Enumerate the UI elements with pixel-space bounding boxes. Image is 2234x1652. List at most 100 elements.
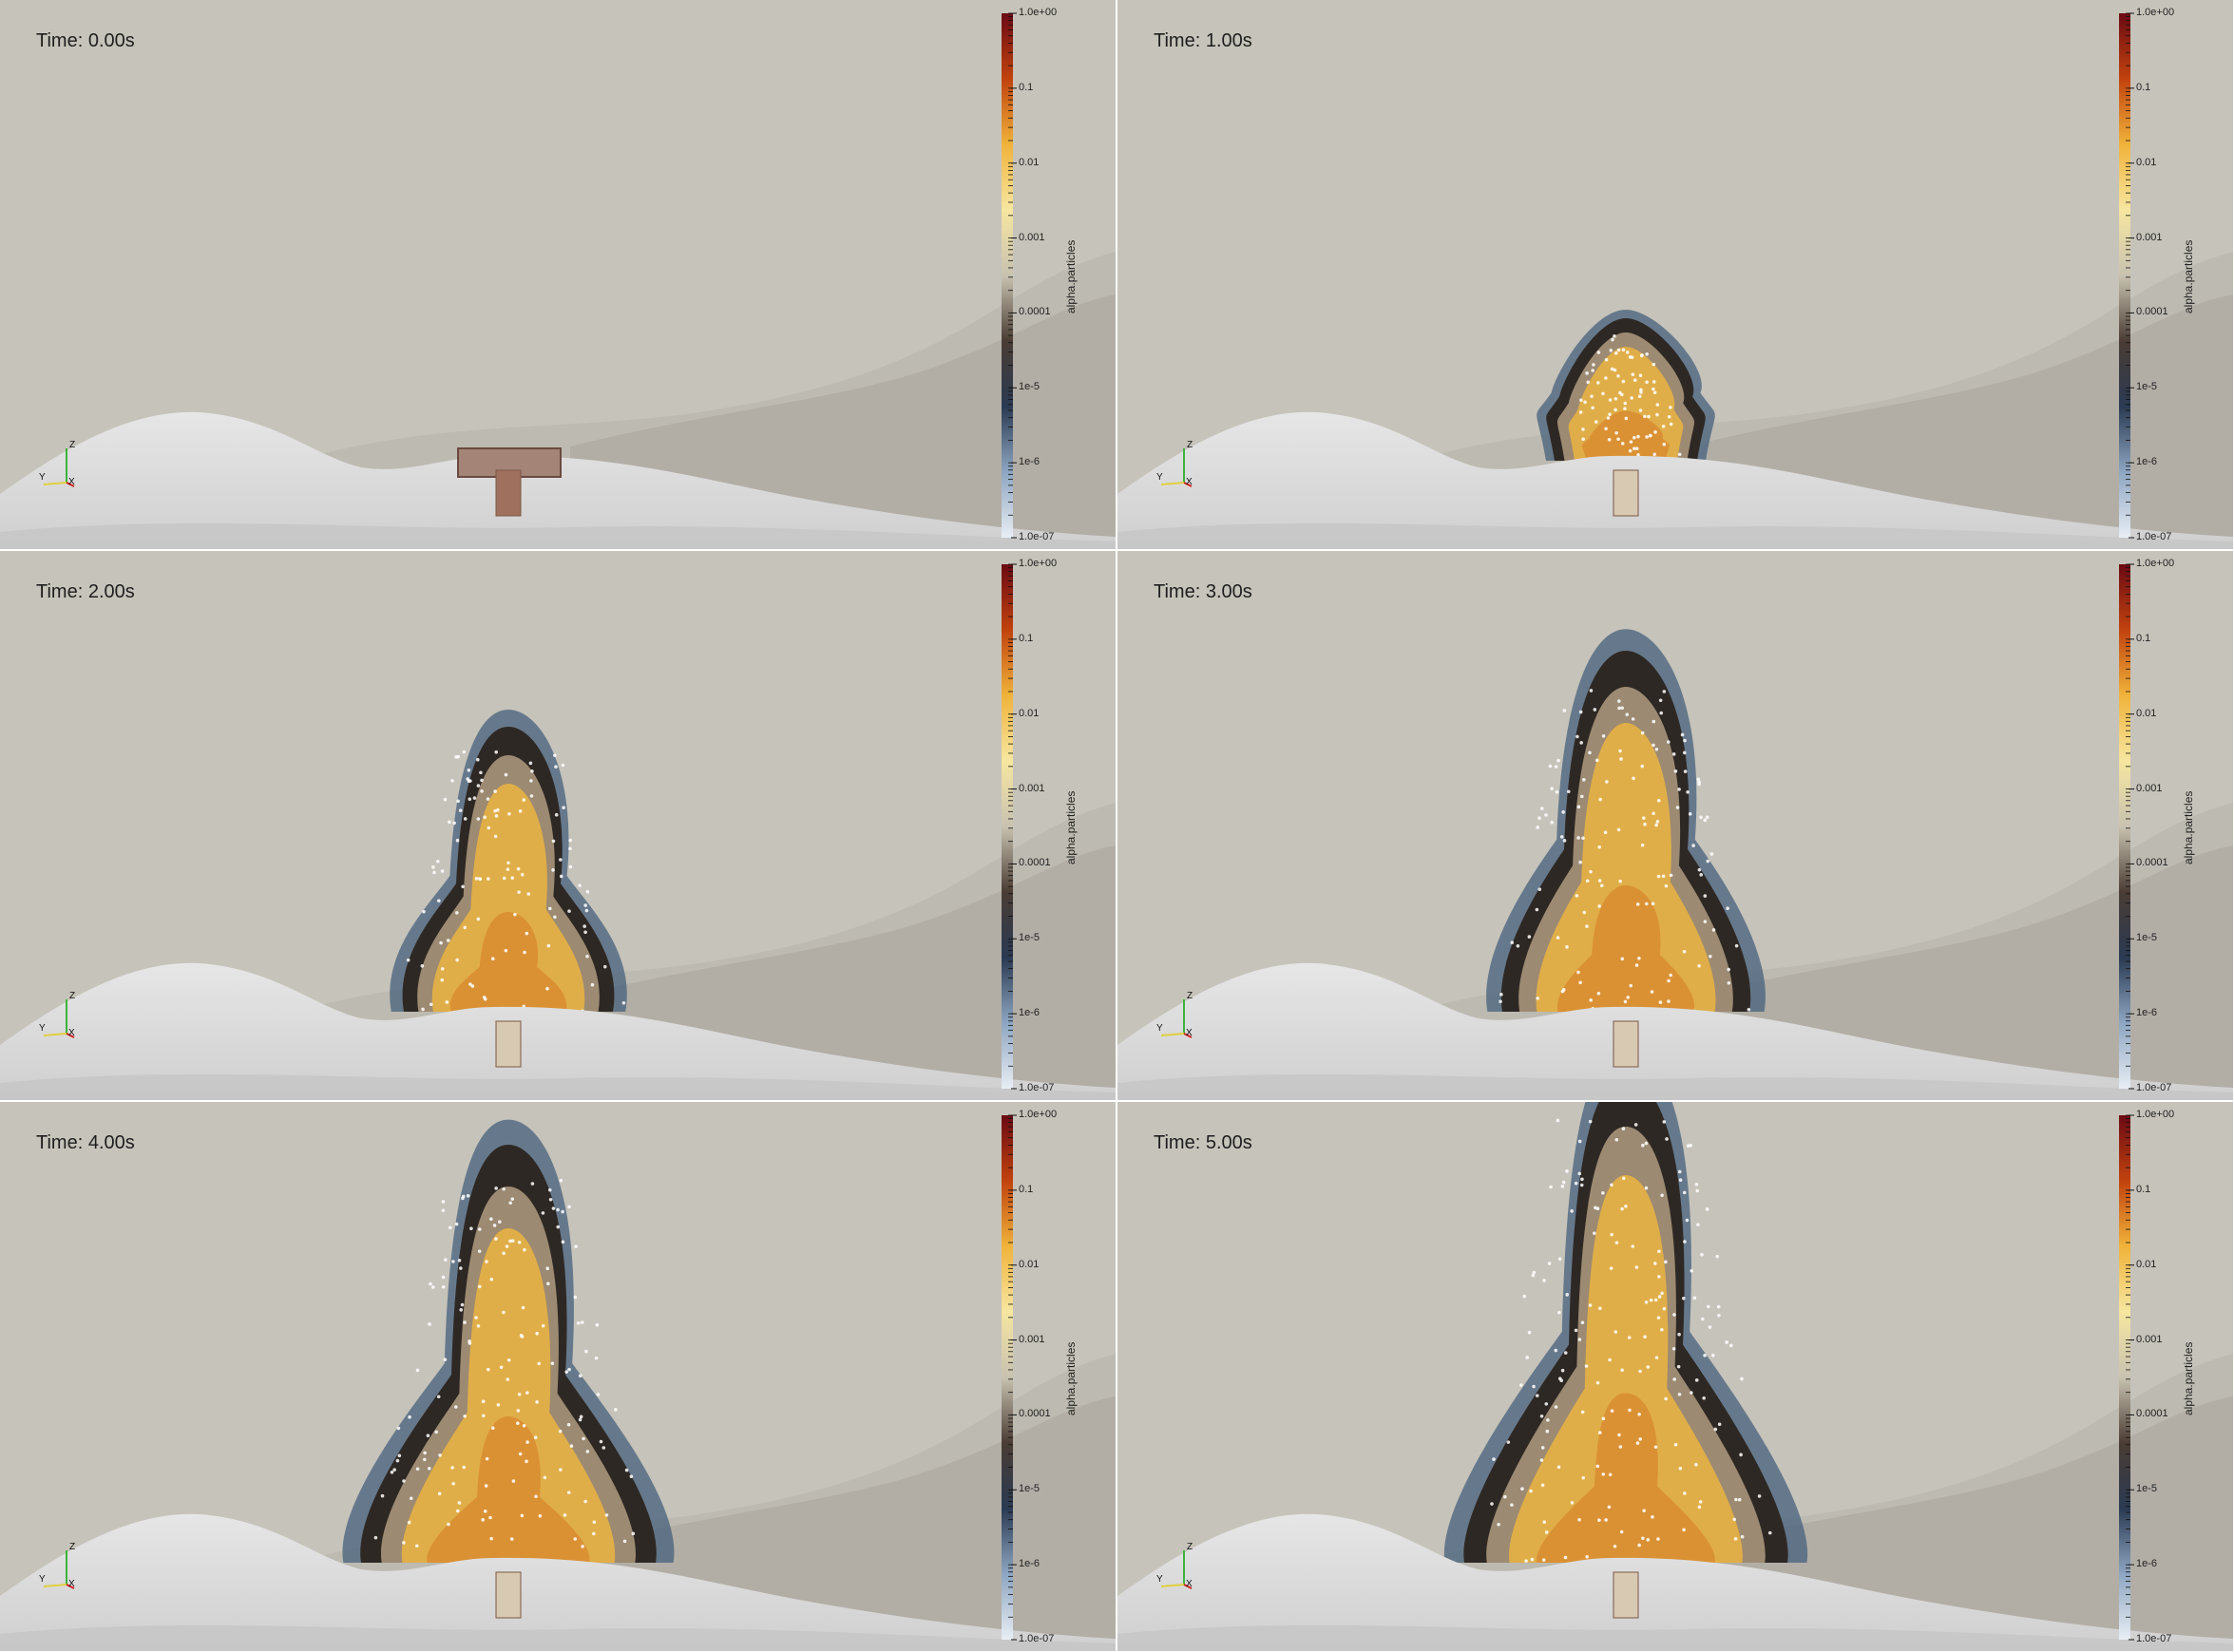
time-label: Time: 1.00s [1154, 30, 1252, 51]
colorbar-tick-label: 0.001 [2136, 1333, 2163, 1345]
time-label: Time: 3.00s [1154, 581, 1252, 602]
colorbar-tick-label: 1.0e+00 [2136, 1109, 2175, 1120]
axis-z-label: Z [1187, 991, 1193, 1001]
colorbar-title: alpha.particles [2182, 1341, 2195, 1415]
time-label: Time: 4.00s [36, 1132, 135, 1153]
colorbar-tick-label: 1e-6 [2136, 456, 2158, 468]
colorbar-tick-label: 0.1 [1019, 81, 1034, 93]
scene-render [1117, 12, 2233, 549]
colorbar-tick-label: 0.01 [1019, 707, 1040, 719]
colorbar-tick-label: 1e-6 [2136, 1558, 2158, 1570]
colorbar-tick-label: 0.001 [1019, 782, 1045, 794]
colorbar-tick-label: 1.0e+00 [1019, 558, 1058, 569]
axis-z-label: Z [69, 440, 76, 450]
vent-source [1613, 1571, 1639, 1619]
time-label: Time: 0.00s [36, 30, 135, 51]
colorbar-tick-label: 0.1 [1019, 1183, 1034, 1195]
vent-source [1613, 1020, 1639, 1068]
colorbar-title: alpha.particles [2182, 239, 2195, 313]
terrain [1117, 962, 2233, 1100]
colorbar-tick-label: 1e-6 [1019, 1558, 1041, 1570]
axis-x-label: X [1186, 1579, 1193, 1589]
colorbar-title: alpha.particles [1064, 1341, 1078, 1415]
colorbar-tick-label: 0.0001 [2136, 1408, 2168, 1420]
colorbar-tick-label: 0.0001 [1019, 306, 1051, 318]
vent-source [495, 1571, 522, 1619]
colorbar [2119, 13, 2130, 538]
axis-y-label: Y [1156, 1574, 1163, 1585]
terrain [0, 411, 1116, 549]
colorbar-tick-label: 0.0001 [2136, 857, 2168, 869]
colorbar-tick-label: 0.1 [2136, 632, 2151, 644]
axis-x-label: X [68, 1579, 75, 1589]
colorbar-tick-label: 0.1 [1019, 632, 1034, 644]
vent-source [495, 1020, 522, 1068]
colorbar-tick-label: 1e-5 [1019, 381, 1041, 393]
axis-y-label: Y [1156, 472, 1163, 483]
axes-triad [1160, 1550, 1193, 1589]
ash-plume [390, 710, 627, 1014]
colorbar-tick-label: 0.001 [2136, 782, 2163, 794]
time-label: Time: 2.00s [36, 581, 135, 602]
colorbar-title: alpha.particles [1064, 239, 1078, 313]
colorbar-tick-label: 1e-6 [2136, 1007, 2158, 1019]
simulation-panel: Z Y X 1.0e+00 0.1 0.01 0.001 0.0001 1e-5 1e-6 1.0e… [1117, 0, 2233, 549]
colorbar [1002, 564, 1013, 1089]
terrain [1117, 411, 2233, 549]
colorbar-tick-label: 1.0e+00 [2136, 558, 2175, 569]
axis-x-label: X [1186, 477, 1193, 487]
axes-triad [43, 448, 75, 487]
terrain [0, 962, 1116, 1100]
ash-plume [1486, 629, 1766, 1014]
simulation-panel: Z Y X 1.0e+00 0.1 0.01 0.001 0.0001 1e-5 1e-6 1.0e… [1117, 551, 2233, 1100]
simulation-panel: Z Y X 1.0e+00 0.1 0.01 0.001 0.0001 1e-5 1e-6 1.0e… [0, 1102, 1116, 1651]
axes-triad [1160, 448, 1193, 487]
colorbar-tick-label: 0.0001 [1019, 857, 1051, 869]
scene-render [0, 12, 1116, 549]
colorbar-tick-label: 0.01 [1019, 156, 1040, 168]
colorbar-tick-label: 0.001 [1019, 231, 1045, 243]
colorbar-tick-label: 0.001 [2136, 231, 2163, 243]
colorbar-tick-label: 1e-5 [1019, 932, 1041, 944]
colorbar-tick-label: 1e-5 [2136, 932, 2158, 944]
ash-plume [1537, 310, 1715, 462]
axis-z-label: Z [1187, 1542, 1193, 1552]
colorbar-tick-label: 0.0001 [1019, 1408, 1051, 1420]
vent-source [1613, 469, 1639, 517]
colorbar-tick-label: 0.1 [2136, 1183, 2151, 1195]
colorbar-tick-label: 1.0e-07 [1019, 531, 1055, 542]
axis-x-label: X [68, 1028, 75, 1038]
colorbar-tick-label: 0.01 [1019, 1258, 1040, 1270]
colorbar-tick-label: 0.01 [2136, 707, 2157, 719]
colorbar-tick-label: 1e-5 [1019, 1483, 1041, 1495]
axes-triad [43, 1550, 75, 1589]
colorbar-title: alpha.particles [2182, 790, 2195, 864]
colorbar-tick-label: 1.0e+00 [2136, 7, 2175, 18]
simulation-panel: Z Y X 1.0e+00 0.1 0.01 0.001 0.0001 1e-5 1e-6 1.0e… [0, 0, 1116, 549]
axis-y-label: Y [1156, 1023, 1163, 1034]
colorbar-tick-label: 1e-5 [2136, 381, 2158, 393]
vent-source [457, 447, 562, 517]
colorbar [2119, 564, 2130, 1089]
colorbar [1002, 13, 1013, 538]
colorbar-tick-label: 1.0e-07 [1019, 1082, 1055, 1093]
colorbar-tick-label: 1.0e-07 [1019, 1633, 1055, 1644]
colorbar-tick-label: 1.0e-07 [2136, 1633, 2172, 1644]
terrain [0, 1513, 1116, 1651]
axis-z-label: Z [1187, 440, 1193, 450]
ash-plume [342, 1119, 675, 1563]
scene-render [1117, 563, 2233, 1100]
colorbar-tick-label: 1e-6 [1019, 456, 1041, 468]
scene-render [0, 1114, 1116, 1651]
axis-y-label: Y [39, 1023, 46, 1034]
colorbar-tick-label: 1.0e-07 [2136, 531, 2172, 542]
time-label: Time: 5.00s [1154, 1132, 1252, 1153]
axes-triad [1160, 999, 1193, 1038]
colorbar-tick-label: 1.0e+00 [1019, 1109, 1058, 1120]
colorbar-tick-label: 0.1 [2136, 81, 2151, 93]
colorbar-tick-label: 0.001 [1019, 1333, 1045, 1345]
scene-render [0, 563, 1116, 1100]
ash-plume [1443, 1102, 1808, 1564]
axis-x-label: X [68, 477, 75, 487]
